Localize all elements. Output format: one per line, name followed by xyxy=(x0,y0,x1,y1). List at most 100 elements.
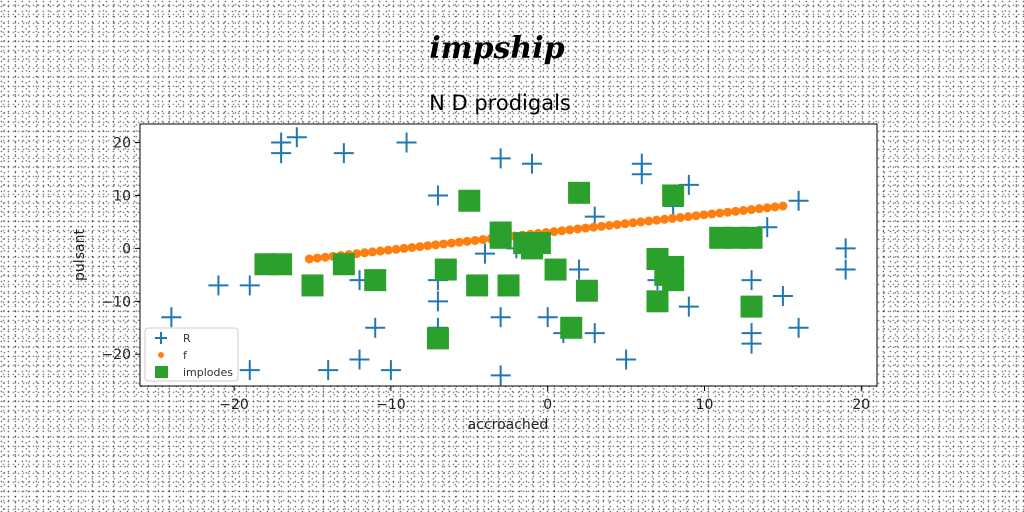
point-R xyxy=(427,185,448,206)
point-R xyxy=(161,307,182,328)
legend-entry-R: R xyxy=(155,332,191,345)
plot-area xyxy=(140,124,877,386)
point-f xyxy=(470,235,480,245)
point-implodes xyxy=(740,226,763,249)
point-f xyxy=(431,240,441,250)
point-R xyxy=(490,148,511,169)
point-implodes xyxy=(270,253,293,276)
point-implodes xyxy=(662,184,685,207)
y-tick-label: 10 xyxy=(113,188,131,204)
data-marks xyxy=(161,127,856,386)
plot-frame xyxy=(139,123,878,387)
point-R xyxy=(569,259,590,280)
point-f xyxy=(762,203,772,213)
point-f xyxy=(383,245,393,255)
point-implodes xyxy=(662,269,685,292)
x-tick-label: 10 xyxy=(696,397,714,413)
point-R xyxy=(788,190,809,211)
point-R xyxy=(271,143,292,164)
point-f xyxy=(367,247,377,257)
y-tick-label: 20 xyxy=(113,136,131,152)
point-f xyxy=(478,235,488,245)
point-R xyxy=(286,127,307,148)
x-tick-label: 0 xyxy=(543,397,552,413)
point-f xyxy=(636,217,646,227)
point-implodes xyxy=(466,274,489,297)
point-R xyxy=(333,143,354,164)
x-tick-label: −10 xyxy=(376,397,406,413)
point-f xyxy=(620,219,630,229)
point-f xyxy=(565,225,575,235)
series-implodes xyxy=(254,181,763,350)
point-R xyxy=(835,238,856,259)
point-f xyxy=(715,208,725,218)
point-f xyxy=(462,236,472,246)
y-axis-label: pulsant xyxy=(72,229,88,281)
point-R xyxy=(474,243,495,264)
point-implodes xyxy=(426,327,449,350)
point-R xyxy=(537,307,558,328)
point-implodes xyxy=(458,189,481,212)
point-f xyxy=(754,204,764,214)
point-f xyxy=(573,224,583,234)
legend-label: f xyxy=(183,349,188,362)
point-implodes xyxy=(489,226,512,249)
y-tick-label: −20 xyxy=(101,347,131,363)
point-R xyxy=(772,286,793,307)
point-f xyxy=(304,254,314,264)
point-f xyxy=(723,207,733,217)
x-axis-label: accroached xyxy=(468,417,549,433)
point-R xyxy=(239,360,260,381)
point-f xyxy=(399,243,409,253)
point-implodes xyxy=(434,258,457,281)
point-f xyxy=(683,212,693,222)
legend-entry-implodes: implodes xyxy=(155,366,233,379)
point-f xyxy=(439,239,449,249)
point-f xyxy=(375,246,385,256)
legend-label: R xyxy=(183,332,191,345)
point-f xyxy=(407,243,417,253)
legend-entry-f: f xyxy=(158,349,188,362)
point-f xyxy=(454,237,464,247)
point-f xyxy=(320,252,330,262)
point-f xyxy=(660,214,670,224)
point-f xyxy=(596,221,606,231)
axes: −20 −10 0 10 20 −20 −10 0 10 20 xyxy=(101,136,870,413)
x-tick-label: 20 xyxy=(852,397,870,413)
x-tick-label: −20 xyxy=(219,397,249,413)
point-R xyxy=(631,164,652,185)
chart-suptitle: impship xyxy=(429,31,564,66)
legend-label: implodes xyxy=(183,366,233,379)
point-f xyxy=(391,244,401,254)
point-f xyxy=(770,202,780,212)
point-implodes xyxy=(544,258,567,281)
point-R xyxy=(741,270,762,291)
point-f xyxy=(644,216,654,226)
point-implodes xyxy=(497,274,520,297)
point-f xyxy=(557,226,567,236)
point-f xyxy=(549,227,559,237)
point-f xyxy=(446,238,456,248)
point-R xyxy=(616,349,637,370)
point-f xyxy=(746,205,756,215)
point-implodes xyxy=(568,181,591,204)
point-f xyxy=(360,248,370,258)
point-R xyxy=(318,360,339,381)
point-f xyxy=(612,220,622,230)
point-implodes xyxy=(332,253,355,276)
legend-box xyxy=(144,327,239,382)
point-f xyxy=(423,241,433,251)
point-f xyxy=(415,242,425,252)
point-implodes xyxy=(575,279,598,302)
point-implodes xyxy=(528,232,551,255)
y-tick-label: −10 xyxy=(101,294,131,310)
point-implodes xyxy=(740,295,763,318)
legend: Rf implodes xyxy=(144,327,239,382)
point-f xyxy=(699,210,709,220)
point-R xyxy=(427,291,448,312)
point-R xyxy=(788,317,809,338)
point-f xyxy=(738,205,748,215)
point-R xyxy=(678,296,699,317)
point-f xyxy=(652,215,662,225)
